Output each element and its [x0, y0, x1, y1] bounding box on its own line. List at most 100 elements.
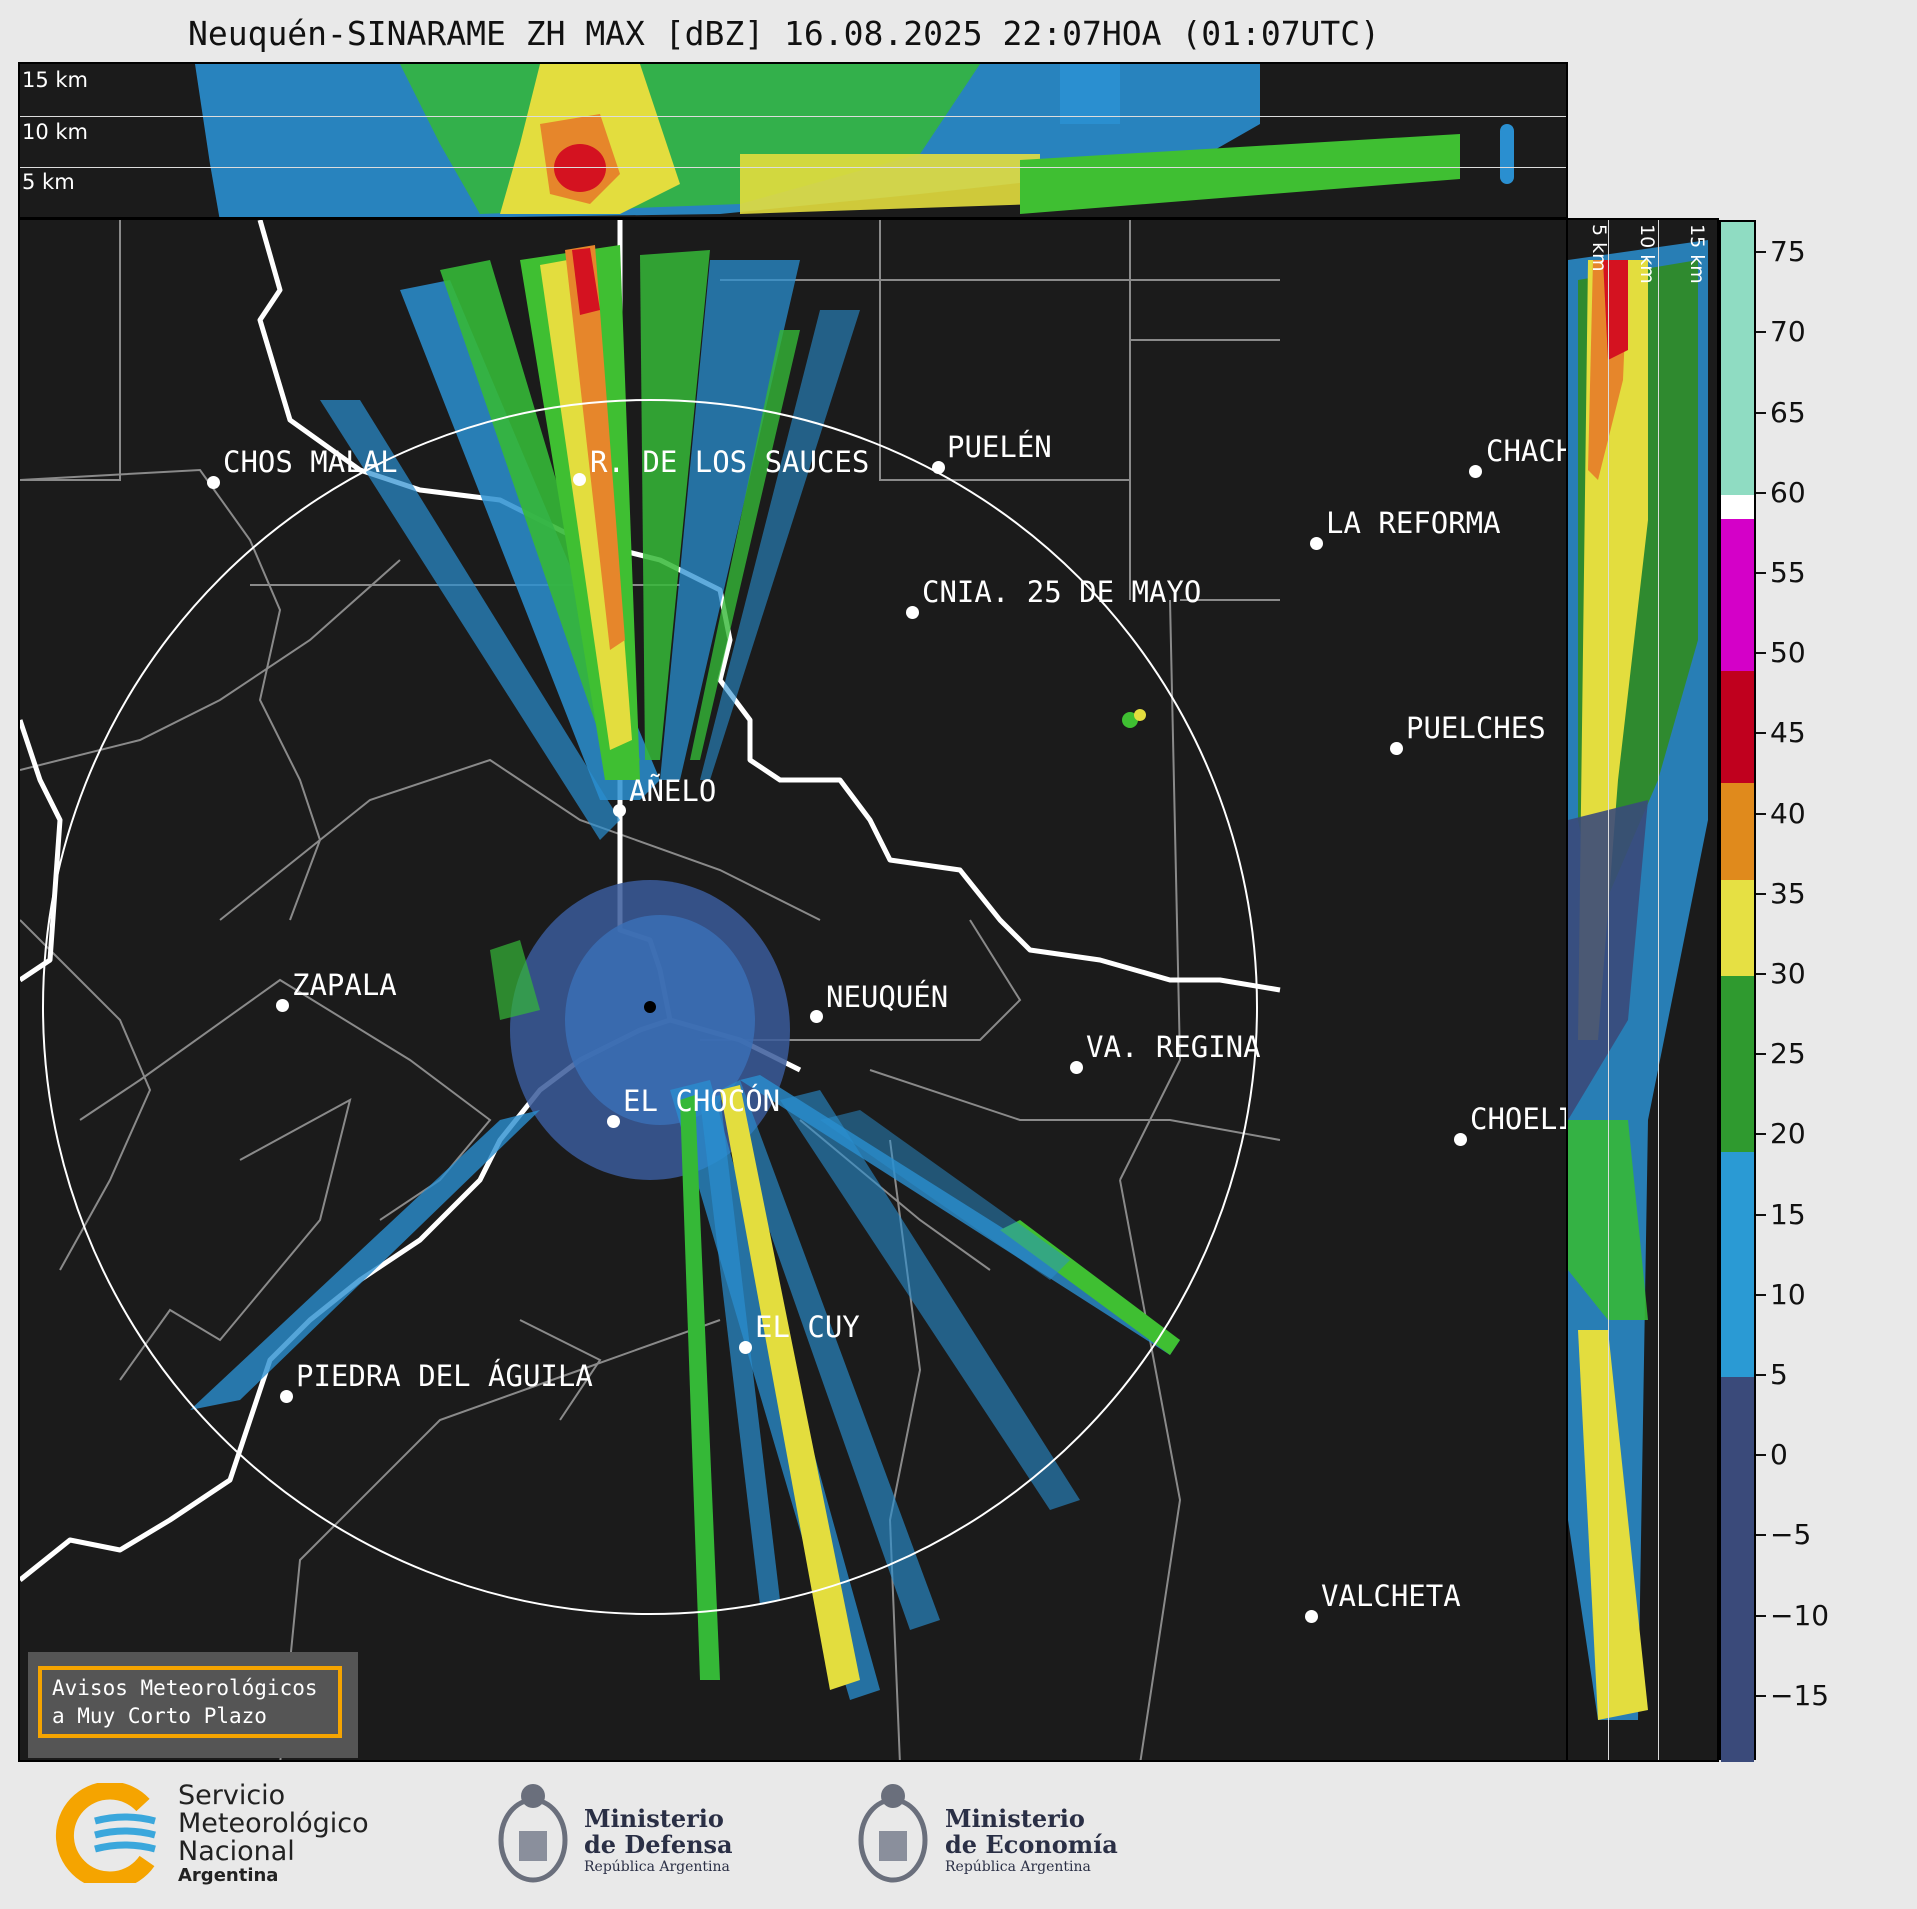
city-label-anelo: AÑELO: [629, 774, 717, 808]
city-dot-puelches: [1390, 742, 1403, 755]
smn-text-line-2: Meteorológico: [178, 1808, 369, 1839]
colorbar-tick: [1756, 1614, 1766, 1617]
colorbar-tick: [1756, 972, 1766, 975]
colorbar-tick-label: 40: [1770, 796, 1806, 830]
city-label-valcheta: VALCHETA: [1321, 1579, 1461, 1613]
city-label-neuquen: NEUQUÉN: [826, 980, 949, 1014]
colorbar-tick: [1756, 251, 1766, 254]
smn-logo: [55, 1781, 165, 1890]
colorbar-tick: [1756, 491, 1766, 494]
smn-text-line-4: Argentina: [178, 1865, 279, 1886]
defensa-seal-icon: [494, 1776, 572, 1896]
colorbar-band: [1721, 518, 1754, 672]
city-label-va-regina: VA. REGINA: [1086, 1030, 1261, 1064]
side-height-label-10km: 10 km: [1636, 224, 1658, 284]
colorbar-tick-label: −5: [1770, 1518, 1812, 1552]
dbz-colorbar: [1719, 220, 1756, 1762]
smn-logo-icon: [55, 1781, 156, 1890]
economia-text-line-2: de Economía: [945, 1830, 1118, 1859]
colorbar-band: [1721, 494, 1754, 519]
city-dot-el-cuy: [739, 1341, 752, 1354]
radar-map-panel[interactable]: CHOS MALAL R. DE LOS SAUCES PUELÉN CHACH…: [18, 218, 1568, 1762]
colorbar-tick: [1756, 331, 1766, 334]
colorbar-tick: [1756, 571, 1766, 574]
smn-text-line-1: Servicio: [178, 1780, 286, 1811]
smn-text-line-3: Nacional: [178, 1836, 295, 1867]
city-label-el-chocon: EL CHOCÓN: [623, 1084, 781, 1118]
city-dot-piedra-del-aguila: [280, 1390, 293, 1403]
radar-site: [644, 1001, 656, 1013]
defensa-logo-text: Ministerio de Defensa República Argentin…: [584, 1806, 733, 1876]
city-dot-choeli: [1454, 1133, 1467, 1146]
city-label-la-reforma: LA REFORMA: [1326, 506, 1501, 540]
city-dot-anelo: [613, 804, 626, 817]
colorbar-tick-label: 60: [1770, 475, 1806, 509]
colorbar-tick: [1756, 732, 1766, 735]
colorbar-tick-label: 15: [1770, 1197, 1806, 1231]
colorbar-tick: [1756, 1053, 1766, 1056]
colorbar-band: [1721, 671, 1754, 784]
city-dot-r-de-los-sauces: [573, 473, 586, 486]
colorbar-tick-label: 50: [1770, 636, 1806, 670]
city-dot-cnia-25-de-mayo: [906, 606, 919, 619]
colorbar-tick: [1756, 1213, 1766, 1216]
colorbar-tick-label: 45: [1770, 716, 1806, 750]
height-label-10km: 10 km: [22, 120, 89, 144]
city-label-el-cuy: EL CUY: [755, 1310, 860, 1344]
colorbar-tick: [1756, 812, 1766, 815]
top-cross-section-panel: 15 km 10 km 5 km: [18, 62, 1568, 219]
colorbar-tick: [1756, 411, 1766, 414]
colorbar-band: [1721, 1377, 1754, 1762]
colorbar-tick: [1756, 1374, 1766, 1376]
colorbar-band: [1721, 222, 1754, 495]
city-label-zapala: ZAPALA: [292, 968, 397, 1002]
city-label-chos-malal: CHOS MALAL: [223, 445, 398, 479]
city-dot-zapala: [276, 999, 289, 1012]
city-dot-chach: [1469, 465, 1482, 478]
side-height-label-5km: 5 km: [1588, 224, 1610, 272]
colorbar-tick-label: 10: [1770, 1277, 1806, 1311]
city-label-puelches: PUELCHES: [1406, 711, 1546, 745]
city-dot-valcheta: [1305, 1610, 1318, 1623]
city-dot-la-reforma: [1310, 537, 1323, 550]
colorbar-band: [1721, 879, 1754, 976]
colorbar-tick-label: 70: [1770, 315, 1806, 349]
city-label-piedra-del-aguila: PIEDRA DEL ÁGUILA: [296, 1359, 593, 1393]
notice-box-border[interactable]: Avisos Meteorológicos a Muy Corto Plazo: [38, 1666, 342, 1738]
colorbar-tick: [1756, 892, 1766, 895]
economia-seal-icon: [854, 1776, 932, 1896]
notice-box[interactable]: Avisos Meteorológicos a Muy Corto Plazo: [28, 1652, 358, 1758]
side-height-label-15km: 15 km: [1686, 224, 1708, 284]
colorbar-tick-label: 35: [1770, 876, 1806, 910]
height-label-5km: 5 km: [22, 170, 75, 194]
city-label-puelen: PUELÉN: [947, 430, 1052, 464]
top-cross-section-echoes: [195, 64, 1514, 217]
city-label-r-de-los-sauces: R. DE LOS SAUCES: [590, 445, 870, 479]
colorbar-tick: [1756, 1133, 1766, 1136]
page-title: Neuquén-SINARAME ZH MAX [dBZ] 16.08.2025…: [187, 14, 1381, 53]
notice-line-1: Avisos Meteorológicos: [52, 1676, 318, 1700]
economia-text-line-3: República Argentina: [945, 1859, 1091, 1875]
city-dot-neuquen: [810, 1010, 823, 1023]
colorbar-tick: [1756, 1694, 1766, 1697]
radar-map-layer: [20, 220, 1281, 1760]
smn-logo-text: Servicio Meteorológico Nacional Argentin…: [178, 1782, 369, 1886]
colorbar-tick-label: −15: [1770, 1678, 1830, 1712]
colorbar-tick: [1756, 1293, 1766, 1296]
colorbar-tick: [1756, 1454, 1766, 1457]
colorbar-tick-label: 75: [1770, 235, 1806, 269]
side-cross-section-panel: 5 km 10 km 15 km: [1566, 218, 1719, 1762]
colorbar-band: [1721, 975, 1754, 1153]
colorbar-tick-label: 65: [1770, 395, 1806, 429]
economia-logo-text: Ministerio de Economía República Argenti…: [945, 1806, 1118, 1876]
side-cross-section-echoes: [1568, 240, 1708, 1720]
city-dot-chos-malal: [207, 476, 220, 489]
colorbar-tick: [1756, 1534, 1766, 1537]
economia-text-line-1: Ministerio: [945, 1804, 1085, 1833]
colorbar-tick-label: −10: [1770, 1598, 1830, 1632]
city-dot-va-regina: [1070, 1061, 1083, 1074]
city-label-cnia-25-de-mayo: CNIA. 25 DE MAYO: [922, 575, 1202, 609]
colorbar-tick-label: 30: [1770, 956, 1806, 990]
colorbar-tick-label: 5: [1770, 1358, 1788, 1391]
colorbar-tick-label: 20: [1770, 1117, 1806, 1151]
